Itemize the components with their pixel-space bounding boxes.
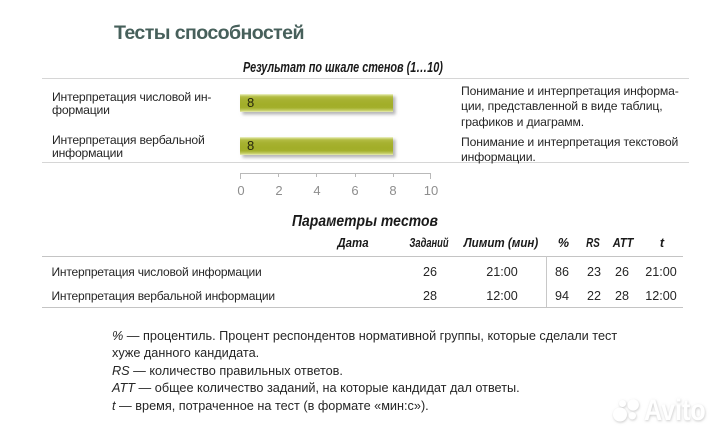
svg-text:Avito: Avito: [644, 393, 706, 426]
